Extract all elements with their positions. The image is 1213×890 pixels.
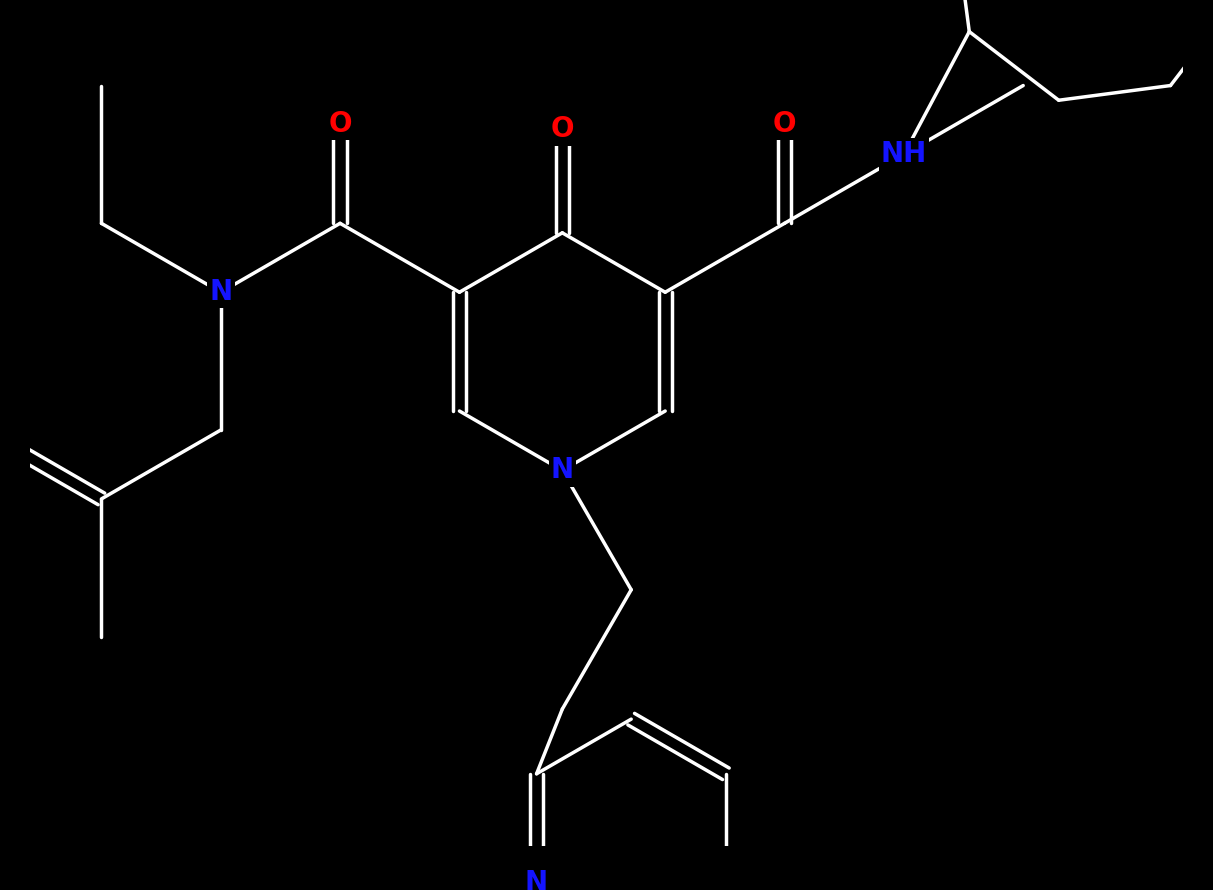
- Text: N: N: [209, 279, 233, 306]
- Text: N: N: [525, 869, 548, 890]
- Text: N: N: [551, 457, 574, 484]
- Text: O: O: [329, 110, 352, 138]
- Text: O: O: [551, 116, 574, 143]
- Text: NH: NH: [881, 141, 927, 168]
- Text: O: O: [773, 110, 796, 138]
